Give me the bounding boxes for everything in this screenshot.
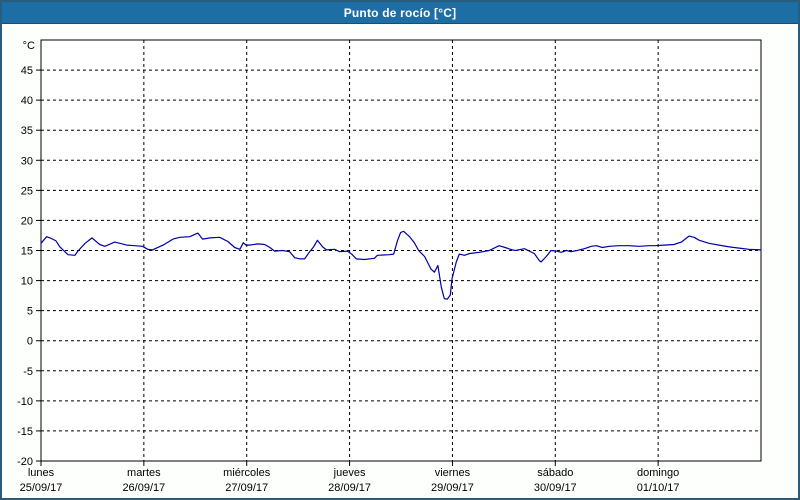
y-tick-label: -15	[17, 426, 33, 438]
x-day-date-label: 27/09/17	[225, 482, 268, 494]
y-tick-label: 25	[21, 185, 33, 197]
y-tick-label: 15	[21, 246, 33, 258]
x-day-name-label: martes	[127, 467, 161, 479]
y-tick-label: 5	[27, 306, 33, 318]
y-axis-unit-label: °C	[23, 40, 35, 52]
x-day-name-label: viernes	[435, 467, 471, 479]
x-day-date-label: 25/09/17	[20, 482, 63, 494]
x-day-date-label: 28/09/17	[328, 482, 371, 494]
x-day-date-label: 29/09/17	[431, 482, 474, 494]
x-day-date-label: 26/09/17	[122, 482, 165, 494]
y-tick-label: -20	[17, 456, 33, 468]
y-tick-label: 40	[21, 95, 33, 107]
x-day-date-label: 30/09/17	[534, 482, 577, 494]
dewpoint-line-chart: 45 40 35 30 25 20 15 10 5 0 -5 -10 -15 -20 °C lunes 25/0…	[17, 39, 762, 494]
y-tick-label: 35	[21, 125, 33, 137]
y-tick-label: 0	[27, 336, 33, 348]
y-tick-label: 30	[21, 155, 33, 167]
x-day-date-label: 01/10/17	[637, 482, 680, 494]
x-day-name-label: lunes	[28, 467, 55, 479]
x-day-name-label: jueves	[333, 467, 366, 479]
y-tick-label: 20	[21, 215, 33, 227]
y-tick-label: -5	[23, 366, 33, 378]
x-day-name-label: miércoles	[223, 467, 271, 479]
chart-title-bar: Punto de rocío [°C]	[2, 2, 798, 24]
dewpoint-series-line	[40, 230, 762, 300]
x-day-name-label: domingo	[637, 467, 679, 479]
x-day-name-label: sábado	[537, 467, 573, 479]
chart-title: Punto de rocío [°C]	[343, 5, 457, 20]
y-tick-label: 10	[21, 276, 33, 288]
y-tick-label: -10	[17, 396, 33, 408]
y-tick-label: 45	[21, 65, 33, 77]
